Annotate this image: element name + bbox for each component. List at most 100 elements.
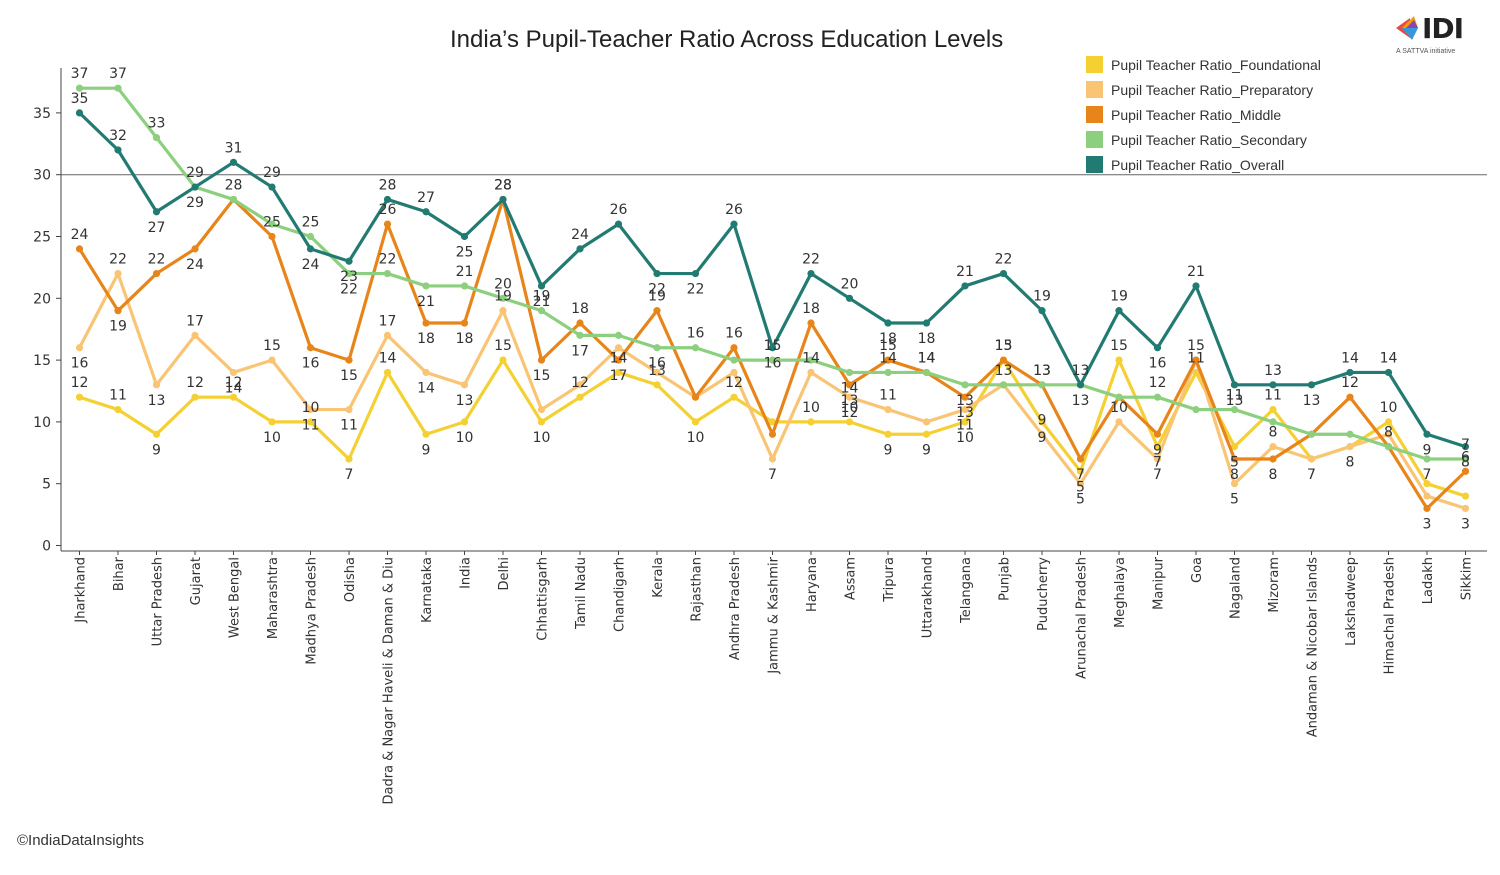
data-label: 5 [1230,492,1239,508]
data-point [1076,381,1085,389]
data-point [691,393,700,401]
x-tick-label: Nagaland [1229,557,1244,619]
data-label: 16 [302,356,320,372]
legend-label: Pupil Teacher Ratio_Foundational [1111,56,1321,73]
legend-item: Pupil Teacher Ratio_Preparatory [1086,77,1321,102]
data-label: 29 [186,165,204,181]
data-label: 7 [1423,467,1432,483]
data-point [922,418,931,426]
data-label: 19 [109,319,127,335]
data-point [383,331,392,339]
data-label: 12 [725,375,743,391]
data-point [306,418,315,426]
data-label: 16 [725,326,743,342]
data-label: 7 [1076,467,1085,483]
data-point [845,418,854,426]
data-point [653,381,661,389]
data-point [191,183,199,191]
data-point [922,319,931,327]
legend-swatch [1086,156,1103,173]
data-point [152,208,161,216]
data-point [884,368,892,377]
data-point [499,294,507,302]
x-tick-label: Punjab [998,557,1013,601]
data-label: 27 [417,190,435,206]
data-label: 31 [225,140,243,156]
data-label: 21 [533,294,551,310]
data-label: 13 [995,338,1013,354]
data-label: 28 [494,177,512,193]
data-point [1115,307,1123,315]
data-point [268,220,276,228]
idi-logo: IDI A SATTVA initiative [1396,12,1476,60]
data-label: 32 [109,128,127,144]
data-label: 15 [1110,338,1128,354]
data-label: 12 [1149,375,1167,391]
data-label: 14 [379,350,397,366]
data-label: 13 [1033,363,1051,379]
x-tick-label: Haryana [805,557,820,612]
data-point [845,368,854,377]
data-point [75,344,84,352]
data-label: 21 [456,264,474,280]
data-label: 16 [71,356,89,372]
data-label: 8 [1461,455,1470,471]
data-label: 22 [802,252,820,268]
data-point [1153,393,1162,401]
data-label: 17 [571,343,589,359]
data-point [768,418,777,426]
data-label: 18 [571,301,589,317]
data-label: 13 [1264,363,1282,379]
data-point [961,393,969,401]
data-point [922,430,931,438]
data-label: 9 [422,442,431,458]
data-point [999,381,1008,389]
data-label: 7 [768,467,777,483]
data-label: 8 [1230,467,1239,483]
data-label: 12 [841,405,859,421]
data-label: 10 [1110,400,1128,416]
data-label: 18 [456,331,474,347]
data-point [730,220,738,228]
data-label: 22 [379,252,397,268]
x-tick-label: Kerala [651,557,666,598]
data-point [1423,455,1431,463]
data-label: 15 [764,338,782,354]
data-label: 10 [456,430,474,446]
data-point [1307,381,1316,389]
data-point [229,195,238,204]
x-tick-label: Mizoram [1267,557,1282,613]
data-label: 19 [1033,289,1051,305]
x-tick-label: Lakshadweep [1344,557,1359,646]
legend-swatch [1086,131,1103,148]
x-tick-label: Ladakh [1421,557,1436,604]
data-point [1346,430,1354,438]
data-point [768,356,777,364]
data-label: 18 [918,331,936,347]
legend: Pupil Teacher Ratio_Foundational Pupil Te… [1086,52,1321,177]
data-point [961,381,969,389]
data-point [1153,344,1162,352]
data-point [614,220,623,228]
data-point [191,393,199,401]
data-point [537,356,546,364]
series-line [77,86,1468,461]
data-point [576,245,584,253]
data-point [1461,504,1470,513]
data-point [1423,480,1431,488]
data-label: 7 [1307,467,1316,483]
data-point [730,368,738,377]
legend-item: Pupil Teacher Ratio_Middle [1086,102,1321,127]
data-label: 13 [956,393,974,409]
data-label: 8 [1269,467,1278,483]
data-point [1384,418,1393,426]
data-point [152,381,161,389]
data-point [576,393,584,401]
logo-text: IDI [1422,12,1464,45]
x-tick-label: Gujarat [189,557,204,605]
data-label: 28 [379,177,397,193]
x-tick-label: Andhra Pradesh [728,557,743,660]
data-label: 27 [148,220,166,236]
data-point [1461,443,1470,451]
data-label: 10 [956,430,974,446]
